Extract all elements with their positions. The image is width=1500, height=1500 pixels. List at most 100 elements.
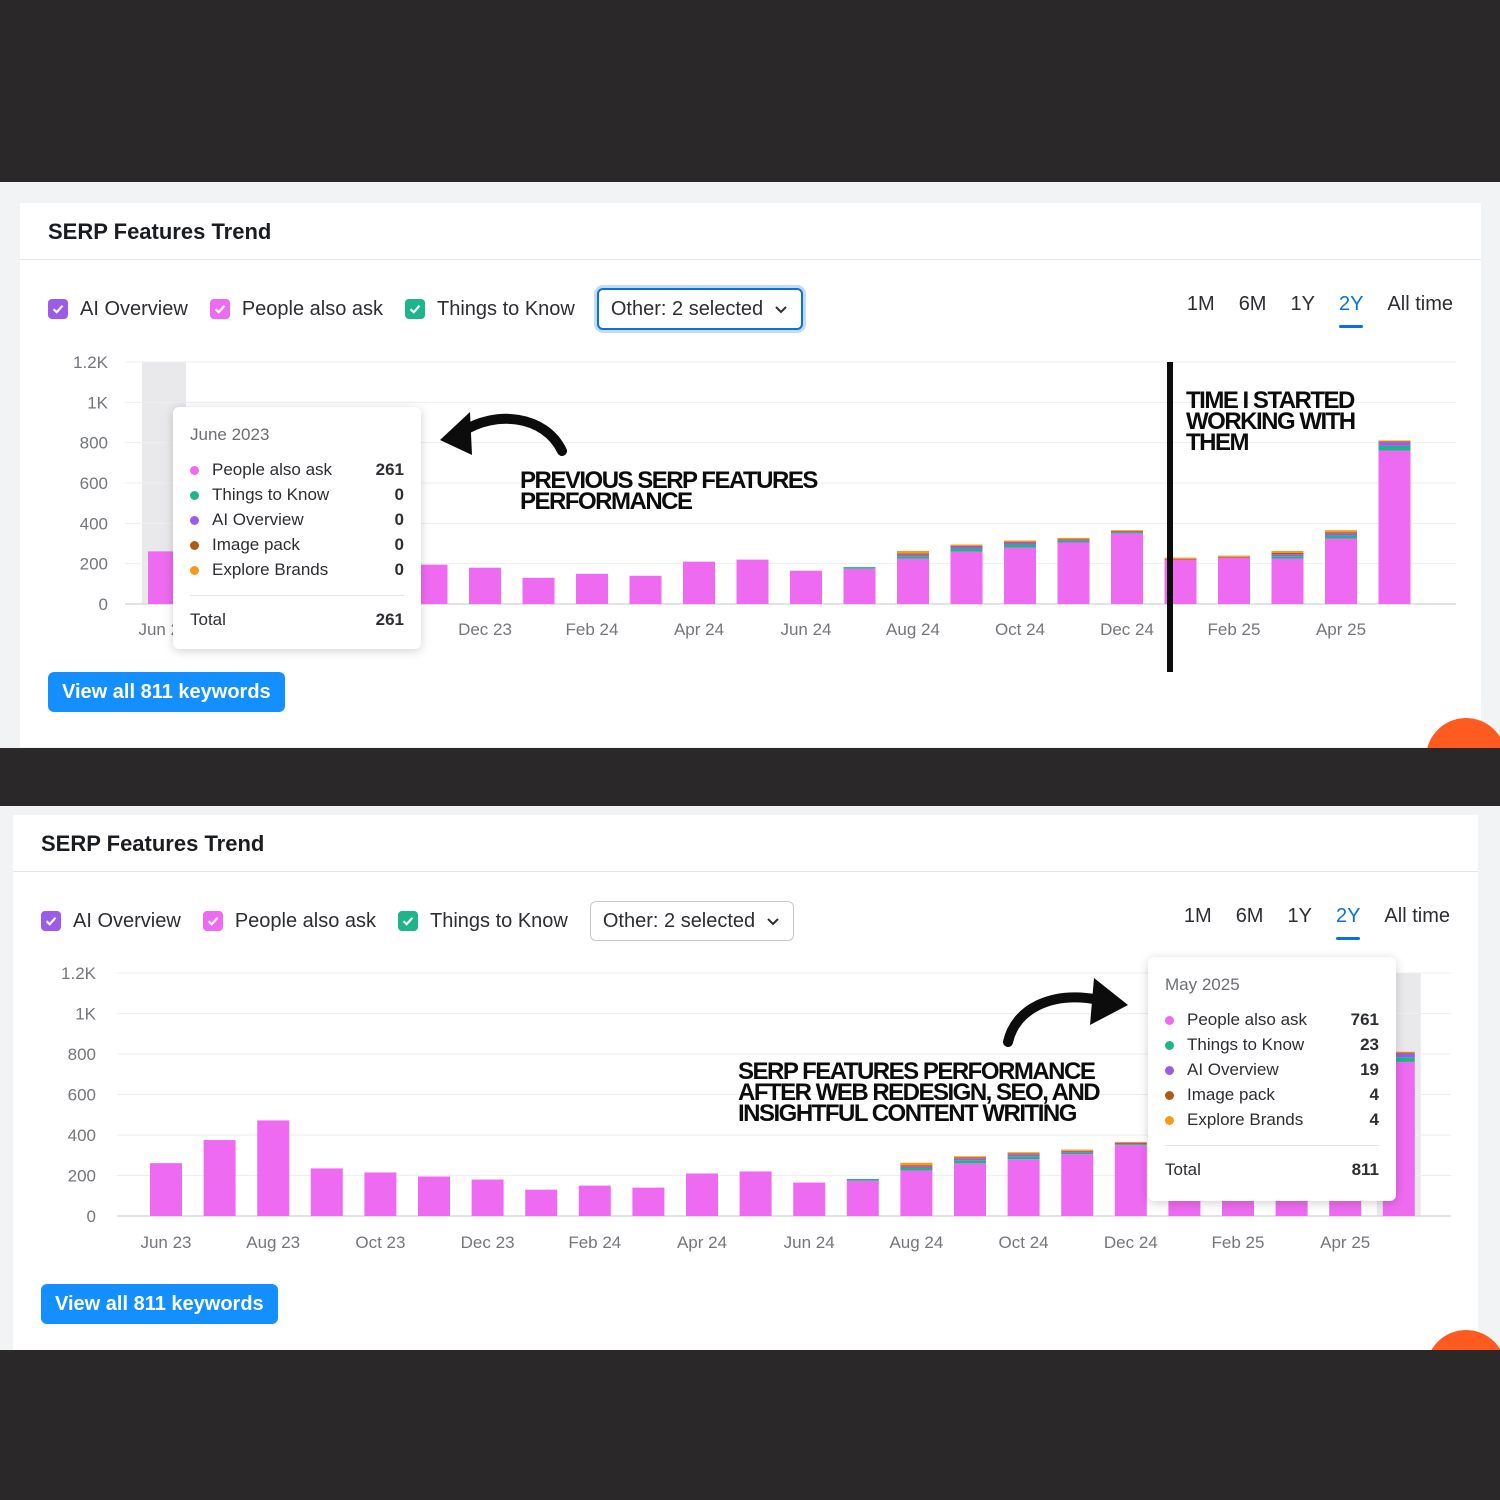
tooltip-row: Explore Brands 4 xyxy=(1165,1110,1379,1130)
y-tick-label: 1K xyxy=(75,1005,96,1024)
image-pack-dot xyxy=(190,540,199,550)
bar-segment-people-also-ask xyxy=(1061,1154,1094,1216)
bar-segment-explore-brands xyxy=(1382,1051,1415,1053)
bar-segment-explore-brands xyxy=(1061,1149,1094,1151)
checkbox-checked-icon[interactable] xyxy=(405,299,426,319)
bar-segment-image-pack xyxy=(1218,556,1250,558)
period-2y[interactable]: 2Y xyxy=(1338,293,1364,328)
tooltip-label: Explore Brands xyxy=(1187,1110,1304,1129)
other-features-dropdown[interactable]: Other: 2 selected xyxy=(596,288,804,330)
chart-tooltip: May 2025 People also ask 761 Things to Kn… xyxy=(1148,957,1396,1201)
bar-segment-ai-overview xyxy=(1111,531,1143,533)
tooltip-label: AI Overview xyxy=(212,510,304,529)
tooltip-label: AI Overview xyxy=(1187,1060,1279,1079)
checkbox-checked-icon[interactable] xyxy=(48,299,68,319)
help-chat-button[interactable] xyxy=(1426,1330,1500,1350)
tooltip-value: 23 xyxy=(1360,1035,1379,1054)
bar-segment-people-also-ask xyxy=(257,1120,290,1216)
period-6m[interactable]: 6M xyxy=(1238,293,1267,315)
bar-segment-image-pack xyxy=(1057,539,1090,540)
tooltip-value: 4 xyxy=(1369,1110,1379,1129)
tooltip-row: AI Overview 19 xyxy=(1165,1060,1379,1080)
bar-segment-image-pack xyxy=(897,553,929,555)
legend-ai-overview[interactable]: AI Overview xyxy=(48,298,188,321)
bar-segment-ai-overview xyxy=(1004,542,1036,545)
x-tick-label: Aug 24 xyxy=(886,620,940,639)
legend-label: Things to Know xyxy=(430,909,568,932)
annotation-line: SERP FEATURES PERFORMANCE xyxy=(738,1058,1096,1085)
bar-segment-ai-overview xyxy=(954,1158,986,1161)
bar-segment-ai-overview xyxy=(1378,442,1411,446)
x-tick-label: Jun 24 xyxy=(784,1233,835,1252)
legend-ai-overview[interactable]: AI Overview xyxy=(41,910,181,933)
bar-segment-things-to-know xyxy=(1325,535,1357,539)
explore-brands-dot xyxy=(190,565,199,575)
tooltip-date: June 2023 xyxy=(190,425,270,444)
view-all-keywords-button[interactable]: View all 811 keywords xyxy=(41,1284,278,1324)
period-all-time[interactable]: All time xyxy=(1387,293,1453,315)
period-2y[interactable]: 2Y xyxy=(1335,905,1361,940)
bar-segment-ai-overview xyxy=(950,546,983,549)
bar-segment-ai-overview xyxy=(1061,1151,1094,1153)
bar-segment-ai-overview xyxy=(1057,539,1090,541)
bar-segment-things-to-know xyxy=(900,1168,933,1171)
bar-segment-things-to-know xyxy=(1111,532,1143,534)
bar-segment-explore-brands xyxy=(1114,1141,1147,1143)
annotation-line: INSIGHTFUL CONTENT WRITING xyxy=(738,1100,1077,1127)
bar-segment-people-also-ask xyxy=(310,1168,343,1216)
bar-segment-people-also-ask xyxy=(793,1182,826,1216)
bar-segment-image-pack xyxy=(1271,552,1304,555)
checkbox-checked-icon[interactable] xyxy=(209,299,230,319)
x-tick-label: Feb 25 xyxy=(1208,620,1261,639)
annotation-previous: PREVIOUS SERP FEATURES PERFORMANCE xyxy=(520,469,818,514)
tooltip-row: People also ask 261 xyxy=(190,460,404,480)
bar-segment-people-also-ask xyxy=(418,1176,450,1216)
bar-segment-people-also-ask xyxy=(843,568,876,604)
period-1y[interactable]: 1Y xyxy=(1290,293,1315,315)
bar-segment-image-pack xyxy=(1061,1150,1094,1152)
legend-people-also-ask[interactable]: People also ask xyxy=(202,910,376,933)
bar-segment-people-also-ask xyxy=(1057,542,1090,604)
annotation-started: TIME I STARTED WORKING WITH THEM xyxy=(1186,389,1356,455)
chevron-down-icon xyxy=(767,918,779,926)
view-all-keywords-button[interactable]: View all 811 keywords xyxy=(48,672,285,712)
bar-segment-things-to-know xyxy=(1378,445,1411,451)
other-features-dropdown[interactable]: Other: 2 selected xyxy=(589,901,795,941)
bar-segment-people-also-ask xyxy=(1378,450,1411,604)
x-tick-label: Jun 24 xyxy=(780,620,831,639)
tooltip-value: 19 xyxy=(1360,1060,1379,1079)
period-1m[interactable]: 1M xyxy=(1186,293,1215,315)
x-tick-label: Apr 24 xyxy=(674,620,724,639)
legend-people-also-ask[interactable]: People also ask xyxy=(209,298,383,321)
tooltip-row: Image pack 0 xyxy=(190,535,404,555)
bar-segment-people-also-ask xyxy=(790,570,822,604)
bar-segment-things-to-know xyxy=(1061,1152,1094,1155)
tooltip-label: Image pack xyxy=(1187,1085,1275,1104)
period-1y[interactable]: 1Y xyxy=(1287,905,1312,927)
bar-segment-things-to-know xyxy=(954,1160,986,1164)
period-1m[interactable]: 1M xyxy=(1183,905,1212,927)
bar-segment-image-pack xyxy=(954,1157,986,1159)
y-tick-label: 1.2K xyxy=(73,353,109,372)
bar-segment-image-pack xyxy=(1114,1142,1147,1144)
dropdown-label: Other: 2 selected xyxy=(610,297,764,320)
x-tick-label: Jun 23 xyxy=(140,1233,191,1252)
tooltip-row: Image pack 4 xyxy=(1165,1085,1379,1105)
checkbox-checked-icon[interactable] xyxy=(41,911,61,931)
period-all-time[interactable]: All time xyxy=(1384,905,1450,927)
bar-segment-ai-overview xyxy=(900,1166,933,1169)
card-title: SERP Features Trend xyxy=(41,831,265,856)
period-6m[interactable]: 6M xyxy=(1235,905,1264,927)
bar-segment-people-also-ask xyxy=(739,1171,772,1216)
bar-segment-people-also-ask xyxy=(1111,533,1143,604)
legend-things-to-know[interactable]: Things to Know xyxy=(398,910,568,933)
bar-segment-things-to-know xyxy=(897,556,929,559)
bar-segment-people-also-ask xyxy=(469,567,501,604)
bar-segment-people-also-ask xyxy=(632,1187,665,1216)
x-tick-label: Dec 24 xyxy=(1100,620,1154,639)
checkbox-checked-icon[interactable] xyxy=(398,911,419,931)
checkbox-checked-icon[interactable] xyxy=(202,911,223,931)
legend-things-to-know[interactable]: Things to Know xyxy=(405,298,575,321)
y-tick-label: 200 xyxy=(68,1167,96,1186)
